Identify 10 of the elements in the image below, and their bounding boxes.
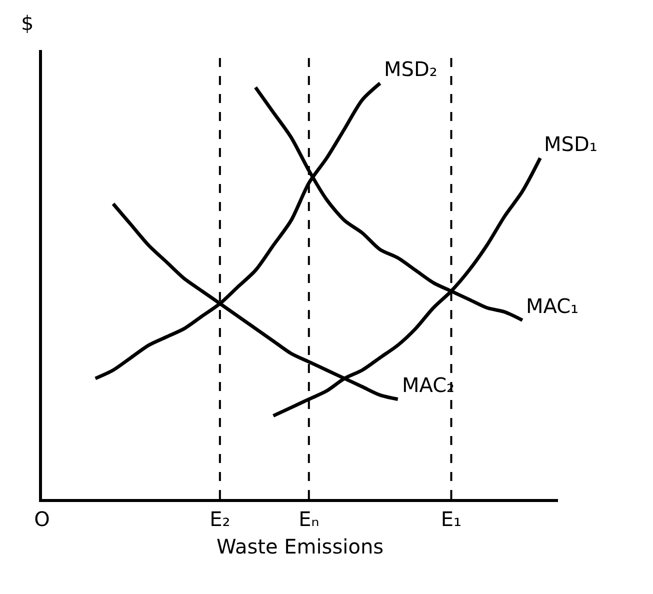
x-axis-title: Waste Emissions <box>216 534 384 558</box>
series-label: MAC₁ <box>526 294 579 318</box>
x-tick-label: Eₙ <box>298 507 320 531</box>
x-tick-label: E₂ <box>210 507 230 531</box>
series-label: MSD₁ <box>544 132 598 156</box>
y-axis-title: $ <box>21 11 34 35</box>
series-label: MSD₂ <box>384 57 438 81</box>
x-tick-label: E₁ <box>440 507 462 531</box>
x-tick-label: O <box>34 507 50 531</box>
series-label: MAC₂ <box>402 373 455 397</box>
